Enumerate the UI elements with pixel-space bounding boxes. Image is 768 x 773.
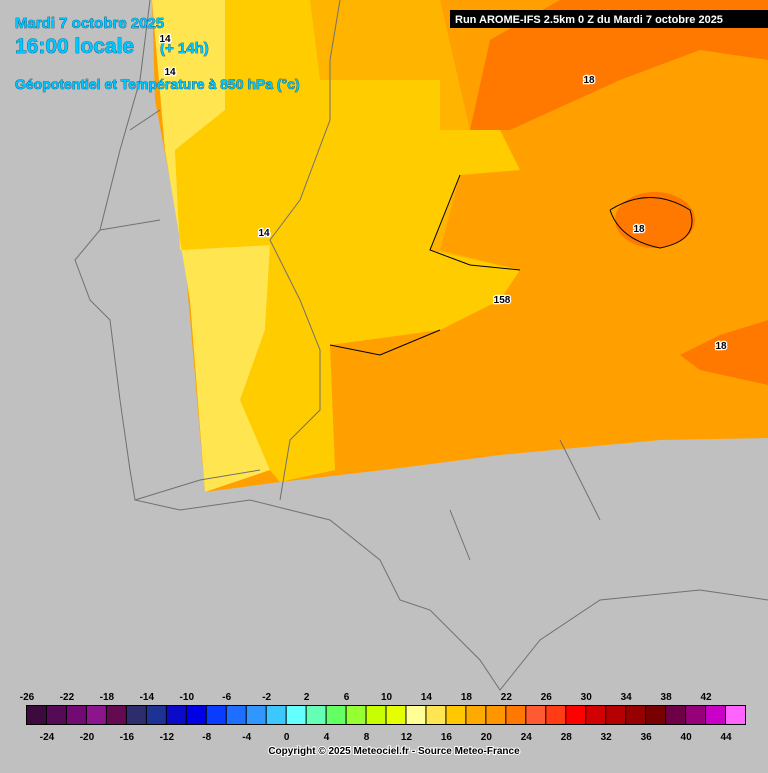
colorbar-swatch bbox=[166, 706, 186, 724]
colorbar-label: 4 bbox=[324, 732, 330, 743]
colorbar-label: 8 bbox=[364, 732, 370, 743]
colorbar-swatch bbox=[686, 706, 706, 724]
colorbar-swatch bbox=[27, 706, 46, 724]
colorbar-label: 32 bbox=[601, 732, 613, 743]
colorbar-label: -6 bbox=[222, 692, 231, 703]
colorbar-label: 44 bbox=[720, 732, 732, 743]
colorbar-swatch bbox=[246, 706, 266, 724]
contour-label: 14 bbox=[164, 67, 176, 78]
colorbar-label: 2 bbox=[304, 692, 310, 703]
run-label: Run AROME-IFS 2.5km 0 Z du Mardi 7 octob… bbox=[455, 14, 723, 26]
colorbar-label: 18 bbox=[461, 692, 473, 703]
yellow-zone bbox=[175, 0, 520, 482]
copyright: Copyright © 2025 Meteociel.fr - Source M… bbox=[268, 746, 520, 757]
date: Mardi 7 octobre 2025 bbox=[15, 15, 164, 32]
colorbar-label: 42 bbox=[700, 692, 712, 703]
colorbar-swatch bbox=[726, 706, 745, 724]
colorbar-swatch bbox=[706, 706, 726, 724]
colorbar-label: -2 bbox=[262, 692, 271, 703]
colorbar-label: -8 bbox=[202, 732, 211, 743]
colorbar-label: 12 bbox=[401, 732, 413, 743]
colorbar-swatch bbox=[386, 706, 406, 724]
colorbar-label: 30 bbox=[581, 692, 593, 703]
colorbar-swatch bbox=[546, 706, 566, 724]
colorbar-swatch bbox=[206, 706, 226, 724]
contour-label: 18 bbox=[633, 224, 645, 235]
colorbar-frame bbox=[26, 705, 746, 725]
colorbar-label: 14 bbox=[421, 692, 433, 703]
colorbar-label: 38 bbox=[661, 692, 673, 703]
colorbar-label: 28 bbox=[561, 732, 573, 743]
colorbar-swatch bbox=[526, 706, 546, 724]
colorbar-label: -18 bbox=[100, 692, 115, 703]
colorbar-swatch bbox=[346, 706, 366, 724]
colorbar-label: 26 bbox=[541, 692, 553, 703]
run-box bbox=[450, 10, 768, 28]
colorbar-label: -20 bbox=[80, 732, 95, 743]
colorbar-swatch bbox=[606, 706, 626, 724]
colorbar-swatch bbox=[426, 706, 446, 724]
colorbar-label: 24 bbox=[521, 732, 533, 743]
colorbar-label: -16 bbox=[120, 732, 135, 743]
dark-orange-zone bbox=[615, 192, 695, 248]
contour-label: 18 bbox=[583, 75, 595, 86]
colorbar-label: 16 bbox=[441, 732, 453, 743]
colorbar-label: -14 bbox=[140, 692, 155, 703]
colorbar-swatch bbox=[46, 706, 66, 724]
colorbar-label: -10 bbox=[180, 692, 195, 703]
colorbar-label: -4 bbox=[242, 732, 251, 743]
colorbar-swatch bbox=[486, 706, 506, 724]
colorbar-swatch bbox=[146, 706, 166, 724]
colorbar-label: 40 bbox=[681, 732, 693, 743]
colorbar-swatch bbox=[226, 706, 246, 724]
colorbar-swatch bbox=[406, 706, 426, 724]
colorbar-label: -24 bbox=[40, 732, 55, 743]
coastline bbox=[74, 0, 768, 691]
colorbar-label: -12 bbox=[160, 732, 175, 743]
colorbar-label: 36 bbox=[641, 732, 653, 743]
colorbar-swatch bbox=[626, 706, 646, 724]
lead: (+ 14h) bbox=[160, 40, 209, 57]
colorbar-label: 6 bbox=[344, 692, 350, 703]
contour-label: 14 bbox=[258, 228, 270, 239]
colorbar-label: 0 bbox=[284, 732, 290, 743]
contour-line bbox=[329, 174, 693, 356]
colorbar-swatch bbox=[66, 706, 86, 724]
colorbar-swatch bbox=[266, 706, 286, 724]
colorbar-swatch bbox=[646, 706, 666, 724]
colorbar-swatch bbox=[306, 706, 326, 724]
colorbar-swatch bbox=[506, 706, 526, 724]
light-yellow-zone bbox=[152, 0, 270, 492]
contour-label: 158 bbox=[494, 295, 511, 306]
colorbar-label: -22 bbox=[60, 692, 75, 703]
colorbar-swatch bbox=[366, 706, 386, 724]
colorbar-swatch bbox=[126, 706, 146, 724]
dark-orange-zone bbox=[680, 320, 768, 385]
colorbar-label: 22 bbox=[501, 692, 513, 703]
colorbar-label: 20 bbox=[481, 732, 493, 743]
product: Géopotentiel et Température à 850 hPa (°… bbox=[15, 76, 300, 92]
colorbar-swatch bbox=[286, 706, 306, 724]
time: 16:00 locale bbox=[15, 35, 134, 58]
dark-orange-zone bbox=[470, 0, 768, 130]
colorbar-label: 34 bbox=[621, 692, 633, 703]
colorbar-swatch bbox=[666, 706, 686, 724]
colorbar-swatch bbox=[186, 706, 206, 724]
colorbar-swatch bbox=[566, 706, 586, 724]
contour-label: 14 bbox=[159, 34, 171, 45]
colorbar-label: 10 bbox=[381, 692, 393, 703]
colorbar-swatch bbox=[106, 706, 126, 724]
colorbar-swatch bbox=[586, 706, 606, 724]
contour-label: 18 bbox=[715, 341, 727, 352]
colorbar-swatch bbox=[466, 706, 486, 724]
colorbar-swatch bbox=[446, 706, 466, 724]
colorbar-swatch bbox=[326, 706, 346, 724]
colorbar-label: -26 bbox=[20, 692, 35, 703]
border-line bbox=[99, 0, 601, 561]
colorbar-swatch bbox=[86, 706, 106, 724]
